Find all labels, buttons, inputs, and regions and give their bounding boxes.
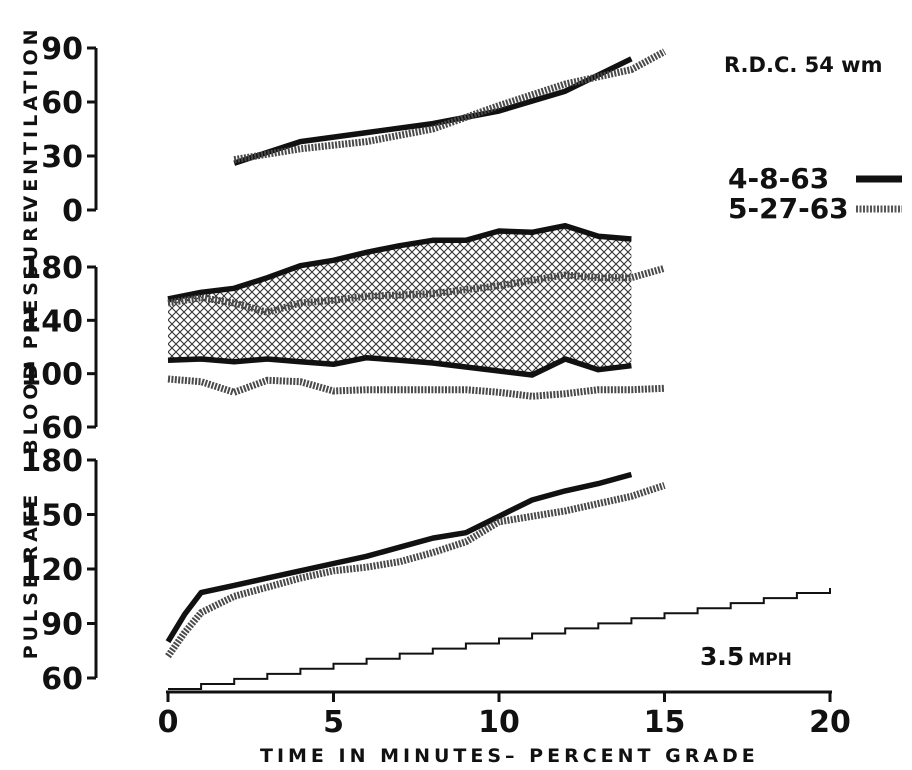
ventilation-y-tick-label: 90 [41, 32, 83, 67]
x-tick-label: 5 [323, 705, 344, 740]
x-axis-title: TIME IN MINUTES– PERCENT GRADE [260, 745, 759, 767]
ventilation-y-tick-label: 60 [41, 86, 83, 121]
blood_pressure-series-5-27-63-diastolic [167, 375, 665, 400]
speed-annotation: 3.5 MPH [700, 642, 792, 671]
series-layer [165, 48, 831, 690]
blood-pressure-axis-title: BLOOD PRESSURE [20, 206, 42, 454]
x-tick-label: 15 [644, 705, 686, 740]
pulse_rate-y-tick-label: 90 [41, 608, 83, 643]
legend-label-4-8-63: 4-8-63 [728, 162, 829, 195]
bp-range-fill-layer [168, 225, 632, 375]
ventilation-series-4-8-63 [233, 56, 633, 166]
ventilation-axis-title: VENTILATION [20, 25, 42, 210]
blood_pressure-y-tick-label: 180 [20, 251, 83, 286]
ventilation-y-tick-label: 0 [62, 194, 83, 229]
blood_pressure-series-5-27-63-systolic [167, 264, 666, 316]
grade-staircase [168, 588, 831, 690]
pulse_rate-y-tick-label: 150 [20, 499, 83, 534]
blood_pressure-y-tick-label: 140 [20, 304, 83, 339]
x-tick-label: 10 [478, 705, 520, 740]
speed-unit: MPH [748, 650, 792, 670]
pulse-rate-axis-title: PULSE RATE [20, 491, 42, 660]
subject-label: R.D.C. 54 wm [724, 53, 882, 77]
ventilation-y-tick-label: 30 [41, 140, 83, 175]
pulse_rate-series-4-8-63 [165, 471, 633, 644]
ventilation-series-5-27-63 [233, 48, 667, 164]
blood_pressure-series-4-8-63-diastolic [167, 354, 632, 378]
blood_pressure-y-tick-label: 100 [20, 358, 83, 393]
x-tick-label: 0 [158, 705, 179, 740]
legend: 4-8-63 5-27-63 [728, 162, 902, 225]
pulse_rate-y-tick-label: 60 [41, 662, 83, 697]
blood_pressure-series-4-8-63-systolic [167, 222, 632, 302]
pulse_rate-y-tick-label: 180 [20, 444, 83, 479]
pulse_rate-y-tick-label: 120 [20, 553, 83, 588]
speed-value: 3.5 [700, 642, 744, 671]
legend-label-5-27-63: 5-27-63 [728, 192, 849, 225]
blood_pressure-y-tick-label: 60 [41, 411, 83, 446]
bp-range-4-8-63 [168, 225, 632, 375]
pulse_rate-series-5-27-63 [165, 482, 666, 659]
x-tick-label: 20 [809, 705, 851, 740]
